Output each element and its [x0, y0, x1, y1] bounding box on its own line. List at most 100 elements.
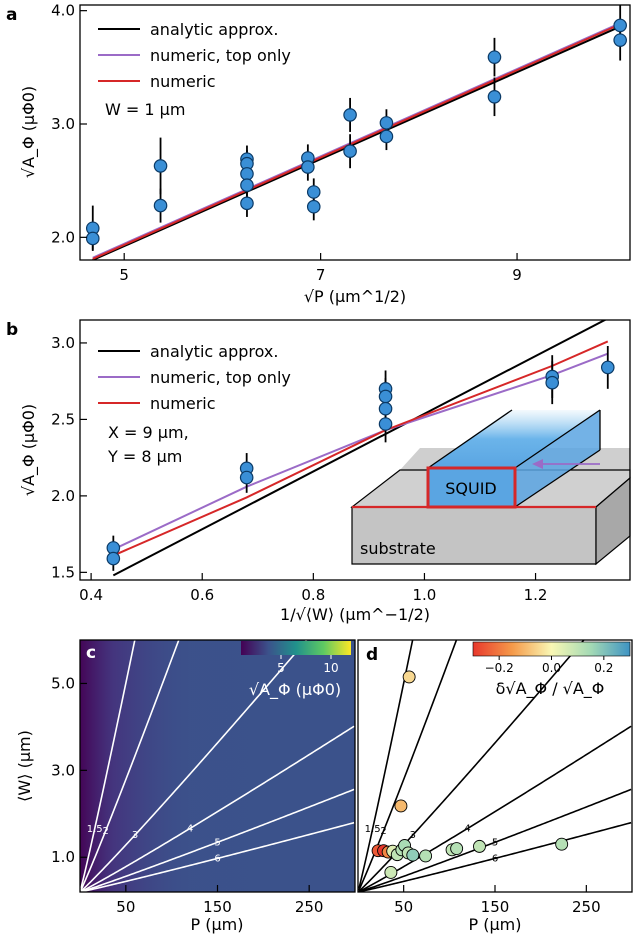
panel-a-legend: analytic approx. numeric, top only numer…	[98, 20, 291, 119]
c-contour-label-4: 5	[214, 837, 220, 848]
annotation-x: X = 9 µm,	[108, 423, 189, 442]
point-a-14	[343, 144, 357, 158]
d-point-10	[406, 848, 420, 862]
legend-top-only: numeric, top only	[150, 46, 291, 65]
panel-c-ylabel: ⟨W⟩ (µm)	[15, 730, 34, 802]
d-cbtick-label-2: 0.2	[594, 661, 613, 675]
colorbar-c	[241, 641, 351, 655]
squid-channel-top	[428, 410, 600, 468]
d-xtick-label-0: 50	[394, 898, 413, 916]
point-a-6	[240, 167, 254, 181]
legend-b-analytic: analytic approx.	[150, 342, 278, 361]
d-contour-label-3: 4	[464, 823, 470, 834]
panel-b-frame	[79, 319, 631, 581]
panel-c: 1.5 2 3 4 5 6 c 5 10 √A_Φ (µΦ0) 50 150 250 1.0 3.0…	[15, 639, 356, 934]
xtick-label-b-0: 0.4	[79, 586, 103, 604]
c-ytick-label-1: 3.0	[51, 761, 75, 779]
panel-d-xlabel: P (µm)	[469, 915, 522, 934]
ytick-label-a-1: 3.0	[51, 115, 75, 133]
squid-front	[426, 466, 517, 509]
colorbar-c-label: √A_Φ (µΦ0)	[249, 680, 341, 700]
point-a-7	[240, 178, 254, 192]
point-a-19	[613, 18, 627, 33]
squid-edge-bottom	[514, 449, 601, 508]
point-a-8	[240, 196, 254, 211]
point-b-6	[378, 401, 393, 416]
ytick-label-b-3: 3.0	[51, 334, 75, 352]
d-contour-4	[358, 788, 632, 892]
d-contour-label-0: 1.5	[365, 824, 381, 835]
c-cbtick-label-1: 10	[323, 661, 338, 675]
xtick-label-b-1: 0.6	[190, 586, 214, 604]
panel-c-label: c	[86, 643, 96, 663]
squid-edge-right	[514, 409, 601, 469]
colorbar-d	[472, 641, 631, 657]
squid-label: SQUID	[445, 479, 497, 498]
d-contour-5	[358, 821, 632, 892]
d-point-11	[419, 849, 433, 863]
c-contour-0	[80, 640, 136, 889]
squid-inset: SQUID substrate	[350, 409, 631, 566]
panel-b-ylabel: √A_Φ (µΦ0)	[19, 404, 39, 496]
ytick-label-a-0: 2.0	[51, 228, 75, 246]
ytick-label-b-0: 1.5	[51, 563, 75, 581]
c-contour-label-2: 3	[132, 830, 138, 841]
point-a-18	[487, 90, 502, 104]
point-a-16	[379, 129, 394, 144]
d-xtick-label-2: 250	[572, 898, 601, 916]
d-xtick-label-1: 150	[481, 898, 510, 916]
legend-b-top-only: numeric, top only	[150, 368, 291, 387]
d-point-1	[394, 799, 408, 813]
c-contour-4	[80, 788, 355, 892]
d-contour-3	[358, 725, 632, 892]
squid-edge-left	[427, 409, 513, 469]
point-b-1	[106, 551, 121, 566]
current-arrowhead	[532, 459, 543, 469]
c-xtick-label-2: 250	[295, 898, 324, 916]
point-b-3	[239, 470, 254, 485]
point-a-11	[306, 185, 321, 199]
panel-b-label: b	[6, 320, 18, 340]
c-ytick-label-2: 5.0	[51, 674, 75, 692]
d-point-16	[384, 865, 398, 879]
c-contour-1	[80, 640, 180, 891]
c-contour-5	[80, 821, 355, 892]
d-point-0	[402, 670, 416, 684]
panel-c-xlabel: P (µm)	[191, 915, 244, 934]
point-a-17	[487, 50, 502, 64]
c-xtick-label-1: 150	[203, 898, 232, 916]
annotation-width: W = 1 µm	[105, 100, 185, 119]
legend-analytic: analytic approx.	[150, 20, 278, 39]
c-contour-label-5: 6	[214, 853, 220, 864]
ytick-label-a-2: 4.0	[51, 2, 75, 20]
point-b-5	[378, 389, 393, 404]
point-b-10	[600, 360, 615, 375]
c-contour-label-3: 4	[187, 823, 193, 834]
xtick-label-b-3: 1.0	[413, 586, 437, 604]
d-point-13	[450, 842, 464, 856]
xtick-label-a-2: 9	[512, 266, 522, 284]
line-a-1	[92, 22, 621, 259]
c-ytick-label-0: 1.0	[51, 848, 75, 866]
point-a-2	[153, 159, 168, 173]
d-contour-label-1: 2	[380, 826, 386, 837]
d-cbtick-label-1: 0.0	[542, 661, 561, 675]
annotation-y: Y = 8 µm	[107, 447, 182, 466]
c-cbtick-label-0: 5	[277, 661, 285, 675]
d-point-15	[555, 837, 569, 851]
panel-a-frame	[79, 4, 631, 261]
legend-numeric: numeric	[150, 72, 216, 91]
d-point-14	[473, 839, 486, 853]
d-contour-label-5: 6	[492, 853, 498, 864]
panel-b-legend: analytic approx. numeric, top only numer…	[98, 342, 291, 466]
d-cbtick-label-0: −0.2	[485, 661, 514, 675]
point-a-3	[153, 198, 168, 213]
colorbar-d-label: δ√A_Φ / √A_Φ	[496, 679, 605, 699]
line-b-0	[112, 320, 608, 577]
panel-d-label: d	[366, 645, 378, 665]
c-contour-3	[80, 725, 355, 892]
d-contour-label-4: 5	[492, 837, 498, 848]
xtick-label-b-4: 1.2	[524, 586, 548, 604]
point-a-20	[613, 33, 627, 47]
